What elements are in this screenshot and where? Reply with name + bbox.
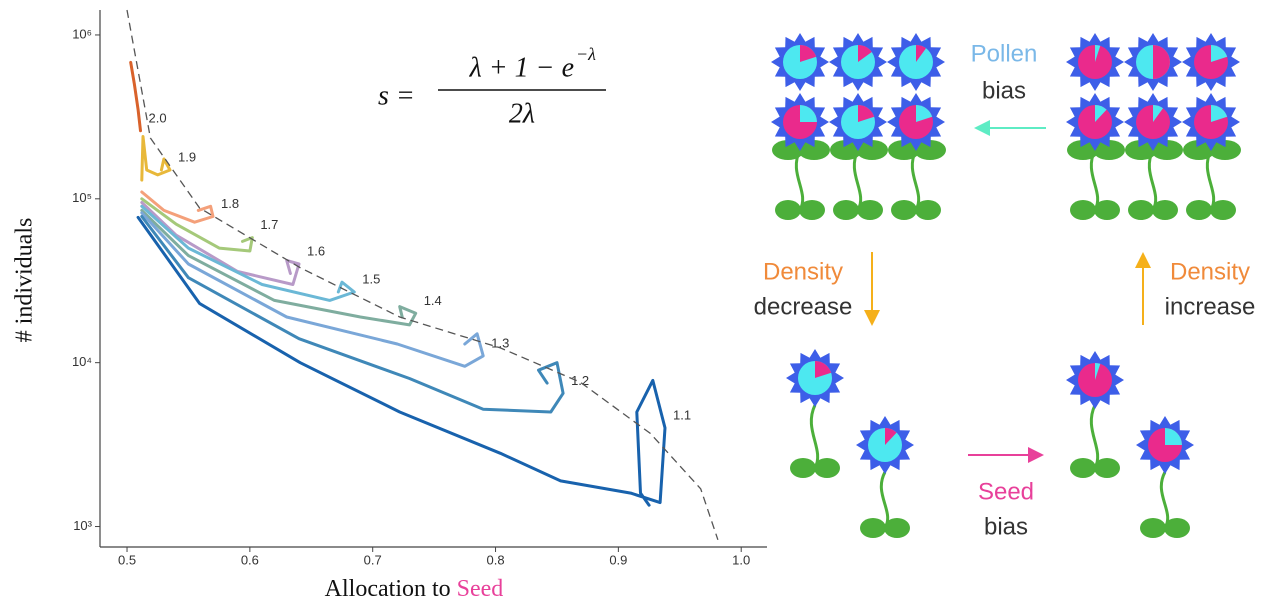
- y-tick-label: 10⁴: [72, 354, 92, 369]
- leaf: [857, 200, 883, 220]
- leaf: [1070, 458, 1096, 478]
- theory-curve: [127, 10, 718, 540]
- series-label: 1.9: [178, 149, 196, 164]
- series-label: 1.8: [221, 196, 239, 211]
- formula-numerator: λ + 1 − e: [469, 52, 574, 83]
- figure: # individuals Allocation toSeed s = λ + …: [0, 0, 1273, 606]
- density-decrease-label: Density: [763, 258, 843, 285]
- stem: [811, 405, 817, 468]
- formula-exponent: −λ: [576, 44, 596, 64]
- y-axis-label: # individuals: [12, 218, 38, 343]
- leaf: [833, 200, 859, 220]
- stem: [1091, 150, 1097, 210]
- page: {"chart_data": {"type": "line", "log_y":…: [0, 0, 1273, 606]
- leaf: [860, 518, 886, 538]
- stem: [854, 150, 860, 210]
- leaf: [891, 200, 917, 220]
- y-tick-label: 10⁶: [72, 26, 92, 41]
- increase-label: increase: [1165, 293, 1256, 320]
- leaf: [799, 200, 825, 220]
- series-label: 1.2: [571, 373, 589, 388]
- y-tick-label: 10⁵: [72, 190, 92, 205]
- leaf: [884, 518, 910, 538]
- stem: [1207, 150, 1213, 210]
- y-tick-label: 10³: [73, 518, 92, 533]
- series-label: 1.5: [362, 271, 380, 286]
- stem: [1091, 405, 1097, 468]
- seed-label: Seed: [978, 478, 1034, 505]
- trajectory: [131, 62, 141, 130]
- leaf: [1094, 200, 1120, 220]
- flower-diagram: [771, 33, 1241, 538]
- stem: [912, 150, 918, 210]
- leaf: [1094, 458, 1120, 478]
- series-label: 1.6: [307, 243, 325, 258]
- stem: [796, 150, 802, 210]
- formula-denominator: 2λ: [509, 98, 535, 129]
- leaf: [1164, 518, 1190, 538]
- leaf: [1210, 200, 1236, 220]
- x-axis-label-highlight: Seed: [457, 576, 504, 602]
- leaf: [915, 200, 941, 220]
- x-tick-label: 0.6: [241, 552, 259, 567]
- x-axis-label-text: Allocation to: [325, 576, 451, 602]
- leaf: [775, 200, 801, 220]
- seed-bias-label: bias: [984, 513, 1028, 540]
- leaf: [1152, 200, 1178, 220]
- series-label: 1.4: [424, 293, 442, 308]
- series-label: 1.7: [260, 217, 278, 232]
- pollen-bias-label: bias: [982, 77, 1026, 104]
- leaf: [814, 458, 840, 478]
- series-label: 2.0: [149, 110, 167, 125]
- leaf: [1140, 518, 1166, 538]
- leaf: [1186, 200, 1212, 220]
- x-tick-label: 0.9: [609, 552, 627, 567]
- stem: [1149, 150, 1155, 210]
- trajectory: [142, 137, 170, 181]
- leaf: [1070, 200, 1096, 220]
- density-increase-label: Density: [1170, 258, 1250, 285]
- x-tick-label: 0.5: [118, 552, 136, 567]
- decrease-label: decrease: [754, 293, 853, 320]
- series-label: 1.1: [673, 407, 691, 422]
- leaf: [1128, 200, 1154, 220]
- formula-lhs: s =: [378, 80, 415, 111]
- x-tick-label: 1.0: [732, 552, 750, 567]
- x-tick-label: 0.8: [486, 552, 504, 567]
- stem: [1161, 472, 1167, 528]
- stem: [881, 472, 887, 528]
- leaf: [790, 458, 816, 478]
- pollen-label: Pollen: [971, 40, 1038, 67]
- x-tick-label: 0.7: [364, 552, 382, 567]
